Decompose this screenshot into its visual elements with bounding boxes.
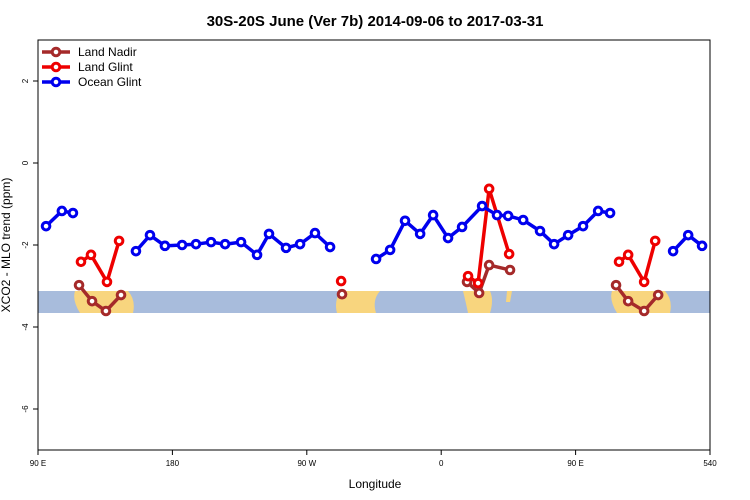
data-point <box>370 253 382 265</box>
data-point <box>294 238 306 250</box>
series-line <box>80 240 121 287</box>
data-point <box>85 249 97 261</box>
data-point <box>462 270 474 282</box>
data-point <box>682 229 694 241</box>
data-point <box>472 277 484 289</box>
data-point <box>101 276 113 288</box>
data-point <box>309 227 321 239</box>
x-tick-label: 90 E <box>30 459 46 468</box>
y-tick-label: 0 <box>21 160 30 165</box>
y-tick-label: -6 <box>21 405 30 413</box>
data-point <box>638 305 650 317</box>
data-point <box>577 220 589 232</box>
data-point <box>667 245 679 257</box>
data-point <box>473 287 485 299</box>
x-tick-label: 0 <box>439 459 444 468</box>
data-point <box>384 244 396 256</box>
x-tick-label: 90 E <box>567 459 583 468</box>
x-axis-label: Longitude <box>349 477 402 491</box>
surface-strip <box>38 291 710 313</box>
data-point <box>324 241 336 253</box>
x-tick-label: 180 <box>166 459 180 468</box>
data-point <box>190 238 202 250</box>
data-point <box>75 256 87 268</box>
data-point <box>414 228 426 240</box>
data-point <box>562 229 574 241</box>
legend-marker <box>50 76 62 88</box>
data-point <box>280 242 292 254</box>
legend-marker <box>50 61 62 73</box>
data-point <box>483 183 495 195</box>
data-point <box>86 295 98 307</box>
data-point <box>502 210 514 222</box>
data-point <box>427 209 439 221</box>
series-line <box>465 263 511 297</box>
data-point <box>503 248 515 260</box>
data-point <box>649 235 661 247</box>
series-line <box>77 284 123 314</box>
data-point <box>263 228 275 240</box>
data-point <box>622 295 634 307</box>
data-point <box>476 200 488 212</box>
data-point <box>336 288 348 300</box>
data-point <box>235 236 247 248</box>
data-point <box>491 209 503 221</box>
data-point <box>622 249 634 261</box>
data-point <box>130 245 142 257</box>
data-point <box>592 205 604 217</box>
data-point <box>40 220 52 232</box>
legend-label: Ocean Glint <box>78 75 142 89</box>
data-point <box>144 229 156 241</box>
plot-frame <box>37 39 711 451</box>
x-tick-label: 540 <box>703 459 717 468</box>
data-point <box>604 207 616 219</box>
data-point <box>504 264 516 276</box>
legend-marker <box>50 46 62 58</box>
series-line <box>614 284 660 314</box>
data-point <box>613 256 625 268</box>
y-axis-label: XCO2 - MLO trend (ppm) <box>0 178 13 313</box>
data-point <box>517 214 529 226</box>
data-point <box>113 235 125 247</box>
data-point <box>610 279 622 291</box>
data-point <box>652 289 664 301</box>
data-point <box>251 249 263 261</box>
y-tick-label: -2 <box>21 241 30 249</box>
y-tick-label: -4 <box>21 323 30 331</box>
y-tick-label: 2 <box>21 78 30 83</box>
data-point <box>442 232 454 244</box>
data-point <box>73 279 85 291</box>
legend-label: Land Nadir <box>78 45 137 59</box>
data-point <box>67 207 79 219</box>
data-point <box>483 259 495 271</box>
data-point <box>548 238 560 250</box>
data-point <box>399 215 411 227</box>
data-point <box>534 225 546 237</box>
data-point <box>205 236 217 248</box>
legend-label: Land Glint <box>78 60 133 74</box>
chart-title: 30S-20S June (Ver 7b) 2014-09-06 to 2017… <box>207 13 544 30</box>
x-tick-label: 90 W <box>297 459 316 468</box>
series-line <box>467 188 511 287</box>
data-point <box>638 276 650 288</box>
data-point <box>159 240 171 252</box>
data-point <box>696 240 708 252</box>
data-point <box>176 239 188 251</box>
data-point <box>100 305 112 317</box>
data-point <box>335 275 347 287</box>
series-line <box>617 240 657 287</box>
data-point <box>219 238 231 250</box>
data-point <box>115 289 127 301</box>
data-point <box>456 221 468 233</box>
data-point <box>56 205 68 217</box>
